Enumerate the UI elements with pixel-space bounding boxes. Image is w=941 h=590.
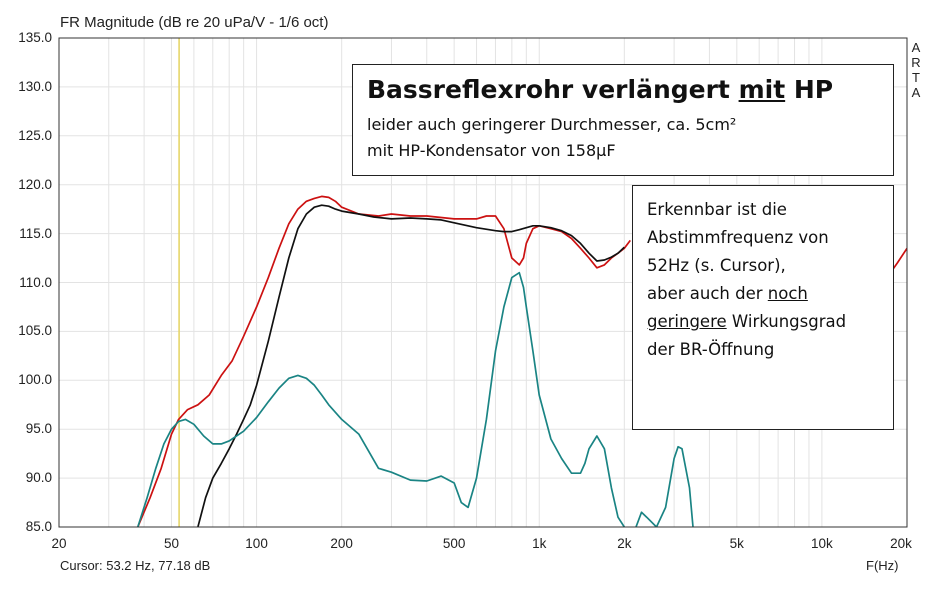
y-tick-label: 135.0 (18, 30, 52, 45)
y-tick-label: 95.0 (25, 421, 52, 437)
x-tick-label: 5k (729, 536, 744, 551)
arta-watermark: A R T A (909, 40, 923, 100)
series-line (136, 271, 694, 527)
y-tick-label: 120.0 (18, 176, 52, 192)
heading-underlined: mit (738, 75, 786, 104)
y-tick-label: 85.0 (25, 519, 52, 534)
x-tick-label: 200 (330, 536, 353, 551)
watermark-letter: R (911, 55, 921, 70)
note-line: Erkennbar ist die (647, 200, 787, 219)
x-tick-label: 10k (811, 536, 833, 551)
x-tick-label: 100 (245, 536, 268, 551)
series-line (197, 204, 625, 527)
note-line: aber auch der noch (647, 280, 879, 308)
annotation-heading: Bassreflexrohr verlängert mit HP (367, 75, 879, 104)
note-underlined: geringere (647, 312, 727, 331)
heading-part: Bassreflexrohr verlängert (367, 75, 739, 104)
note-part: aber auch der (647, 284, 768, 303)
annotation-box-note: Erkennbar ist die Abstimmfrequenz von 52… (632, 185, 894, 430)
y-tick-label: 100.0 (18, 372, 52, 388)
y-tick-label: 110.0 (19, 274, 52, 290)
x-tick-label: 20k (890, 536, 912, 551)
y-tick-label: 125.0 (18, 127, 52, 143)
note-line: 52Hz (s. Cursor), (647, 256, 786, 275)
note-line: Abstimmfrequenz von (647, 228, 829, 247)
annotation-line: leider auch geringerer Durchmesser, ca. … (367, 115, 737, 134)
x-tick-label: 50 (163, 536, 179, 551)
watermark-letter: A (911, 40, 921, 55)
note-underlined: noch (767, 284, 808, 303)
y-tick-label: 115.0 (19, 225, 52, 241)
x-tick-label: 1k (532, 536, 547, 551)
note-part: Wirkungsgrad (726, 312, 847, 331)
cursor-readout: Cursor: 53.2 Hz, 77.18 dB (60, 558, 211, 573)
y-tick-label: 90.0 (25, 470, 52, 486)
note-line: geringere Wirkungsgrad (647, 308, 879, 336)
x-tick-label: 2k (617, 536, 632, 551)
watermark-letter: A (911, 85, 921, 100)
series-line (137, 195, 631, 527)
plot-frame (58, 37, 908, 528)
note-line: der BR-Öffnung (647, 340, 775, 359)
y-tick-label: 105.0 (18, 323, 52, 339)
heading-part: HP (785, 75, 834, 104)
annotation-box-title: Bassreflexrohr verlängert mit HP leider … (352, 64, 894, 176)
y-tick-label: 130.0 (18, 78, 52, 94)
x-tick-label: 500 (442, 536, 466, 551)
annotation-line: mit HP-Kondensator von 158µF (367, 141, 616, 160)
watermark-letter: T (912, 70, 920, 85)
x-tick-label: 20 (51, 536, 67, 551)
x-axis-label: F(Hz) (866, 558, 899, 573)
chart-title: FR Magnitude (dB re 20 uPa/V - 1/6 oct) (60, 14, 329, 31)
